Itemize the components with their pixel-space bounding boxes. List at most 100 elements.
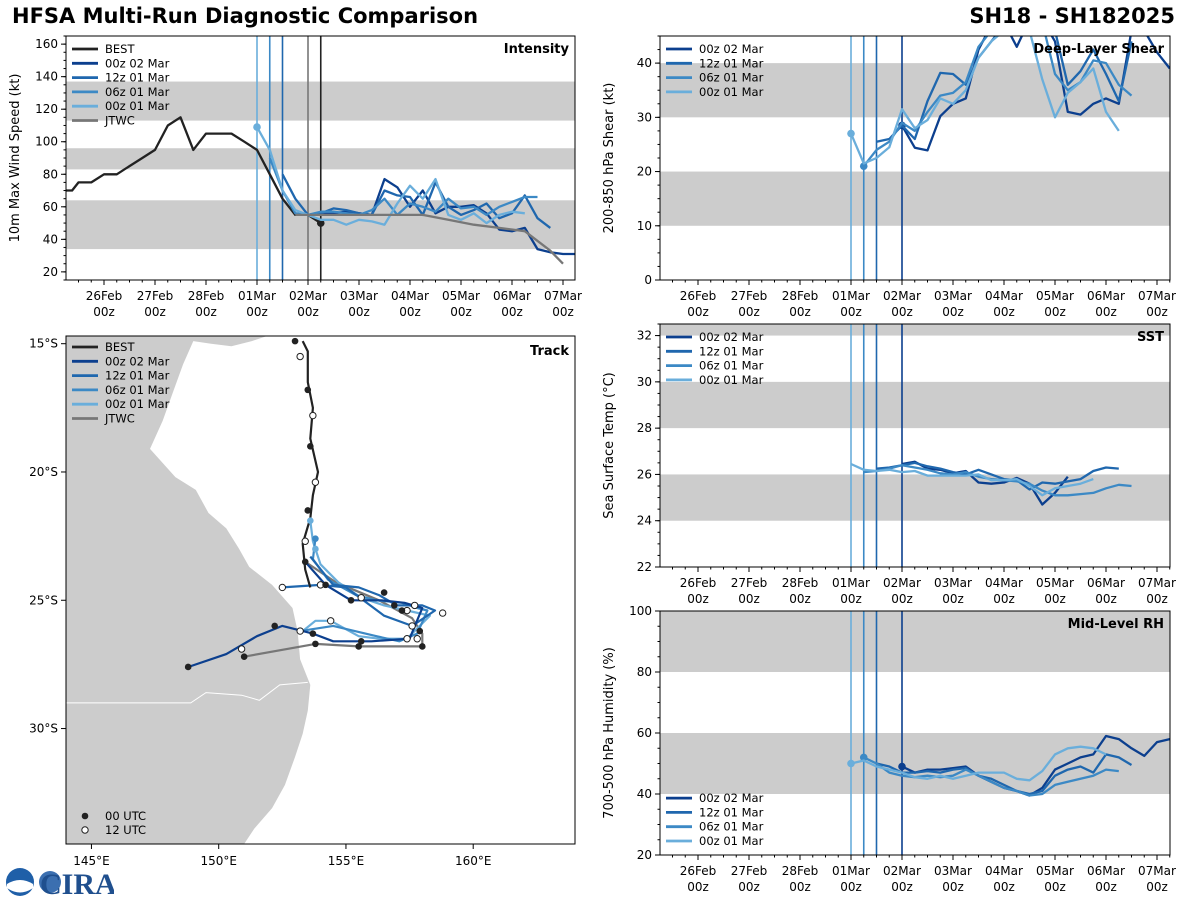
track-legend-label-best: BEST <box>105 340 135 354</box>
track-legend-label-00z-01-mar: 00z 01 Mar <box>105 397 170 411</box>
sst-xtick-sub-04mar: 00z <box>993 592 1015 606</box>
intensity-xtick-sub-07mar: 00z <box>552 305 574 319</box>
intensity-xtick-label-05mar: 05Mar <box>442 289 480 303</box>
sst-xtick-sub-03mar: 00z <box>942 592 964 606</box>
page-title: HFSA Multi-Run Diagnostic Comparison <box>12 4 479 28</box>
track-point-00utc-12z-01-mar <box>398 607 406 614</box>
rh-plot-area <box>660 611 1170 855</box>
sst-band-1 <box>660 381 1170 429</box>
track-point-00utc-jtwc <box>240 653 248 661</box>
intensity-xtick-sub-06mar: 00z <box>501 305 523 319</box>
land-australia <box>66 336 311 844</box>
track-point-12utc-best <box>311 478 320 486</box>
rh-marker-00z-02-mar <box>898 762 906 771</box>
shear-series-06z-01-mar <box>862 36 1133 167</box>
shear-xtick-sub-27feb: 00z <box>738 305 760 319</box>
sst-xtick-label-06mar: 06Mar <box>1087 576 1125 590</box>
rh-xtick-label-02mar: 02Mar <box>883 864 921 878</box>
intensity-xtick-sub-01mar: 00z <box>246 305 268 319</box>
track-point-00utc-00z-02-mar <box>416 627 424 635</box>
intensity-title: Intensity <box>504 42 570 57</box>
intensity-series-jtwc <box>295 213 564 265</box>
track-xtick-label-160: 160°E <box>455 854 492 868</box>
sst-xtick-sub-06mar: 00z <box>1095 592 1117 606</box>
intensity-xtick-sub-04mar: 00z <box>399 305 421 319</box>
sst-xtick-label-26feb: 26Feb <box>680 576 717 590</box>
track-point-12utc-06z-01-mar <box>413 635 421 643</box>
track-point-12utc-06z-01-mar <box>296 627 304 635</box>
track-title: Track <box>530 344 569 359</box>
rh-series-00z-01-mar <box>850 745 1107 782</box>
shear-ytick-label-30: 30 <box>637 110 652 124</box>
track-point-00utc-best <box>307 443 314 450</box>
track-point-00utc-jtwc <box>419 643 426 650</box>
track-xtick-label-150: 150°E <box>200 854 237 868</box>
shear-panel: 0 10 20 30 40 200-850 hPa Shear (kt) 26Feb 00z 2… <box>602 35 1176 319</box>
sst-xtick-label-02mar: 02Mar <box>883 576 921 590</box>
sst-xtick-sub-27feb: 00z <box>738 592 760 606</box>
intensity-ytick-label-160: 160 <box>35 37 58 51</box>
shear-ytick-label-0: 0 <box>644 273 652 287</box>
intensity-xtick-label-28feb: 28Feb <box>188 289 225 303</box>
shear-xtick-label-04mar: 04Mar <box>985 289 1023 303</box>
track-point-12utc-00z-01-mar <box>326 617 335 625</box>
rh-legend-label-06z-01-mar: 06z 01 Mar <box>699 820 764 834</box>
rh-marker-00z-01-mar <box>847 759 855 768</box>
track-point-00utc-best <box>301 558 309 566</box>
track-series-00z-01-mar <box>302 520 431 640</box>
sst-ytick-label-24: 24 <box>637 514 652 528</box>
track-ytick-label-25: 25°S <box>29 593 58 607</box>
track-series-best <box>301 340 320 588</box>
cira-logo-globe-icon <box>39 871 61 893</box>
track-point-00utc-jtwc <box>355 643 362 650</box>
sst-xtick-label-03mar: 03Mar <box>934 576 972 590</box>
sst-series-00z-02-mar <box>901 460 1069 506</box>
shear-legend-label-12z-01-mar: 12z 01 Mar <box>699 56 764 70</box>
sst-ytick-label-26: 26 <box>637 467 652 481</box>
marker-legend-label-12-utc: 12 UTC <box>105 823 146 837</box>
intensity-plot-area <box>66 36 575 280</box>
track-xtick-label-145: 145°E <box>73 854 110 868</box>
track-series-12z-01-mar <box>282 555 437 628</box>
track-point-12utc-best <box>309 411 317 420</box>
intensity-legend-label-00z-01-mar: 00z 01 Mar <box>105 99 170 113</box>
intensity-xtick-sub-26feb: 00z <box>93 305 115 319</box>
sst-ytick-label-22: 22 <box>637 560 652 574</box>
rh-legend-label-00z-02-mar: 00z 02 Mar <box>699 791 764 805</box>
shear-plot-area <box>660 36 1170 280</box>
noaa-logo-wave <box>7 880 33 893</box>
track-ytick-label-30: 30°S <box>29 722 58 736</box>
marker-legend-filled-icon <box>81 812 89 820</box>
rh-xtick-sub-26feb: 00z <box>687 880 709 894</box>
shear-xtick-sub-01mar: 00z <box>840 305 862 319</box>
track-point-00utc-00z-02-mar <box>184 663 192 671</box>
track-ytick-label-15: 15°S <box>29 337 58 351</box>
rh-xtick-label-03mar: 03Mar <box>934 864 972 878</box>
shear-xtick-sub-06mar: 00z <box>1095 305 1117 319</box>
rh-xtick-label-04mar: 04Mar <box>985 864 1023 878</box>
track-panel: 145°E 150°E 155°E 160°E 15°S 20°S 25°S 30°S Trac… <box>29 335 576 868</box>
track-series-jtwc <box>243 560 424 658</box>
sst-panel: 22 24 26 28 30 32 Sea Surface Temp (°C) 26Feb 00… <box>602 323 1176 606</box>
intensity-xtick-label-04mar: 04Mar <box>391 289 429 303</box>
track-point-12utc-00z-01-mar <box>403 635 411 643</box>
intensity-xtick-label-07mar: 07Mar <box>544 289 582 303</box>
rh-band-0 <box>660 733 1170 794</box>
track-point-00utc-best <box>304 386 312 394</box>
track-point-00utc-best <box>304 507 312 514</box>
intensity-marker-00z-01-mar <box>253 123 261 131</box>
shear-xtick-sub-28feb: 00z <box>789 305 811 319</box>
intensity-legend-label-best: BEST <box>105 42 135 56</box>
sst-xtick-label-07mar: 07Mar <box>1138 576 1176 590</box>
shear-xtick-sub-02mar: 00z <box>891 305 913 319</box>
rh-title: Mid-Level RH <box>1068 617 1164 632</box>
intensity-ytick-label-80: 80 <box>43 167 58 181</box>
track-point-00utc-06z-01-mar <box>312 535 319 542</box>
rh-legend-label-12z-01-mar: 12z 01 Mar <box>699 805 764 819</box>
intensity-legend-label-jtwc: JTWC <box>104 114 135 128</box>
shear-legend-label-00z-01-mar: 00z 01 Mar <box>699 85 764 99</box>
